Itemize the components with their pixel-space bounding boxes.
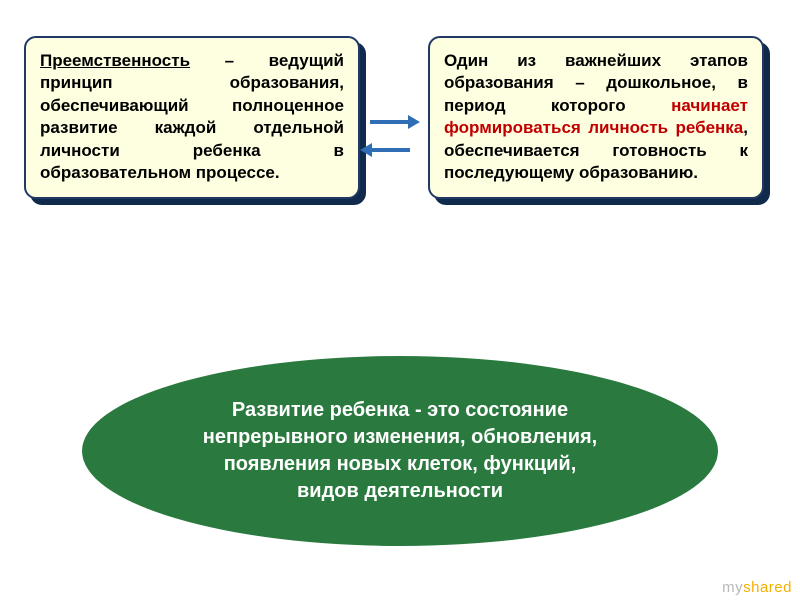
arrow-left-head (360, 143, 372, 157)
arrow-left (362, 148, 418, 152)
arrow-right-shaft (370, 120, 410, 124)
oval-line1: Развитие ребенка - это состояние (232, 399, 568, 421)
oval-line4: видов деятельности (297, 480, 503, 502)
watermark-suffix: shared (743, 579, 792, 596)
left-box-wrap: Преемственность – ведущий принцип образо… (24, 36, 360, 199)
left-box-text: – ведущий принцип образования, обеспечив… (40, 51, 344, 182)
left-box-keyword: Преемственность (40, 51, 190, 70)
watermark: myshared (722, 579, 792, 596)
left-definition-box: Преемственность – ведущий принцип образо… (24, 36, 360, 199)
oval-text: Развитие ребенка - это состояние непреры… (203, 397, 597, 505)
oval-line3: появления новых клеток, функций, (224, 453, 577, 475)
right-definition-box: Один из важнейших этапов образования – д… (428, 36, 764, 199)
watermark-prefix: my (722, 579, 743, 596)
arrow-right-head (408, 115, 420, 129)
right-box-wrap: Один из важнейших этапов образования – д… (428, 36, 764, 199)
arrow-left-shaft (370, 148, 410, 152)
arrow-right (362, 120, 418, 124)
arrows-group (362, 120, 426, 190)
oval-line2: непрерывного изменения, обновления, (203, 426, 597, 448)
summary-oval: Развитие ребенка - это состояние непреры… (82, 356, 718, 546)
